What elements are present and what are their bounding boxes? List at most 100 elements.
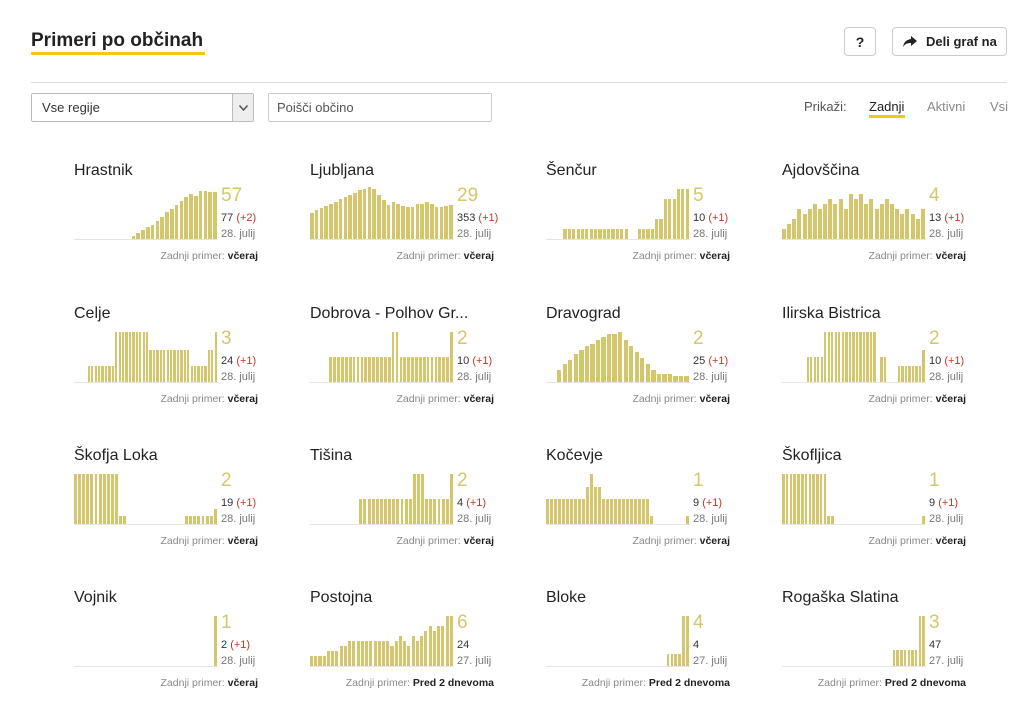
municipality-card[interactable]: Vojnik 1 2 (+1) 28. julij Zadnji primer: vče… [74,589,274,708]
sparkline-bar [78,474,82,524]
recent-cases-value: 2 [457,470,468,491]
sparkline-bar [819,474,823,524]
share-button[interactable]: Deli graf na [892,27,1007,56]
last-case-label: Zadnji primer: [817,677,882,689]
sparkline-bar [797,209,802,239]
municipality-card[interactable]: Bloke 4 4 27. julij Zadnji primer: Pred 2 dn… [546,589,746,708]
filter-option-active[interactable]: Aktivni [927,99,966,114]
sparkline-bar [800,474,804,524]
municipality-card[interactable]: Tišina 2 4 (+1) 28. julij Zadnji primer: vče… [310,447,510,577]
municipality-card[interactable]: Škofljica 1 9 (+1) 28. julij Zadnji primer: … [782,447,982,577]
sparkline-bar [606,334,612,382]
sparkline-bar [407,357,410,382]
page-title: Primeri po občinah [31,30,204,51]
municipality-search-input[interactable] [268,93,492,122]
sparkline-bar [352,357,356,382]
municipality-card[interactable]: Celje 3 24 (+1) 28. julij Zadnji primer: vče… [74,305,274,435]
sparkline-bar [442,357,445,382]
sparkline-bar [406,207,410,239]
last-case-line: Zadnji primer: včeraj [161,393,258,405]
municipality-card[interactable]: Dravograd 2 25 (+1) 28. julij Zadnji primer:… [546,305,746,435]
header-divider [31,82,1007,83]
sparkline-bar [345,357,348,382]
card-delta: (+1) [944,212,965,224]
municipality-card[interactable]: Šenčur 5 10 (+1) 28. julij Zadnji primer: vč… [546,162,746,292]
sparkline-bar [411,357,414,382]
sparkline-bar [438,357,442,382]
filter-option-all[interactable]: Vsi [990,99,1009,114]
sparkline-bar [322,656,326,666]
sparkline-bar [119,516,123,524]
municipality-name: Dobrova - Polhov Gr... [310,305,469,322]
sparkline-bar [383,357,387,382]
sparkline-bar [318,656,322,666]
municipality-card[interactable]: Rogaška Slatina 3 47 27. julij Zadnji primer… [782,589,982,708]
sparkline-bar [430,357,434,382]
sparkline-bar [403,641,407,666]
sparkline-bar [911,366,915,382]
card-date: 28. julij [221,371,256,383]
sparkline-bar [125,332,128,382]
sparkline-bar [187,350,190,382]
last-case-value: Pred 2 dnevoma [412,677,494,689]
card-delta: (+1) [230,639,251,651]
region-select-value: Vse regije [42,100,100,115]
sparkline-bar [91,366,94,382]
sparkline-bar [94,366,97,382]
municipality-name: Ajdovščina [782,162,860,179]
card-total-line: 24 [457,639,469,651]
municipality-card[interactable]: Kočevje 1 9 (+1) 28. julij Zadnji primer: vč… [546,447,746,577]
sparkline-bar [812,474,815,524]
sparkline-bar [595,340,601,382]
sparkline-bar [335,651,339,666]
sparkline-bar [359,499,363,524]
sparkline-bar [98,366,101,382]
municipality-card[interactable]: Hrastnik 57 77 (+2) 28. julij Zadnji primer:… [74,162,274,292]
card-date: 28. julij [221,228,256,240]
sparkline-bar [852,332,855,382]
sparkline-bar [833,204,838,239]
last-case-line: Zadnji primer: včeraj [869,535,966,547]
sparkline-bar [854,199,858,239]
municipality-card[interactable]: Ajdovščina 4 13 (+1) 28. julij Zadnji primer… [782,162,982,292]
sparkline-bar [816,474,819,524]
filter-option-latest[interactable]: Zadnji [869,99,905,114]
last-case-line: Zadnji primer: včeraj [633,250,730,262]
total-cases-value: 2 [221,639,228,651]
help-button[interactable]: ? [844,27,876,56]
sparkline-bar [111,366,114,382]
sparkline-chart [310,187,454,240]
sparkline-bar [572,229,576,239]
sparkline-bar [573,354,579,382]
municipality-card[interactable]: Ljubljana 29 353 (+1) 28. julij Zadnji prime… [310,162,510,292]
municipality-name: Rogaška Slatina [782,589,899,606]
dropdown-toggle[interactable] [232,94,253,121]
sparkline-bar [823,204,828,239]
sparkline-bar [682,616,685,666]
sparkline-bar [132,332,135,382]
sparkline-bar [684,376,689,382]
last-case-label: Zadnji primer: [632,535,697,547]
sparkline-bar [618,499,621,524]
sparkline-bar [668,199,672,239]
sparkline-bar [421,474,424,524]
sparkline-bar [601,337,606,382]
sparkline-bar [425,202,429,239]
sparkline-bar [208,192,212,239]
card-total-line: 47 [929,639,941,651]
sparkline-bar [190,366,193,382]
region-select[interactable]: Vse regije [31,93,254,122]
sparkline-bar [650,229,654,239]
sparkline-bar [207,350,210,382]
municipality-card[interactable]: Škofja Loka 2 19 (+1) 28. julij Zadnji prime… [74,447,274,577]
sparkline-bar [179,201,184,239]
municipality-card[interactable]: Ilirska Bistrica 2 10 (+1) 28. julij Zadnji … [782,305,982,435]
municipality-card[interactable]: Postojna 6 24 27. julij Zadnji primer: Pred … [310,589,510,708]
sparkline-bar [612,334,617,382]
sparkline-bar [630,499,633,524]
sparkline-bar [820,357,823,382]
sparkline-bar [367,499,371,524]
municipality-card[interactable]: Dobrova - Polhov Gr... 2 10 (+1) 28. julij Z… [310,305,510,435]
total-cases-value: 13 [929,212,942,224]
sparkline-bar [650,516,653,524]
